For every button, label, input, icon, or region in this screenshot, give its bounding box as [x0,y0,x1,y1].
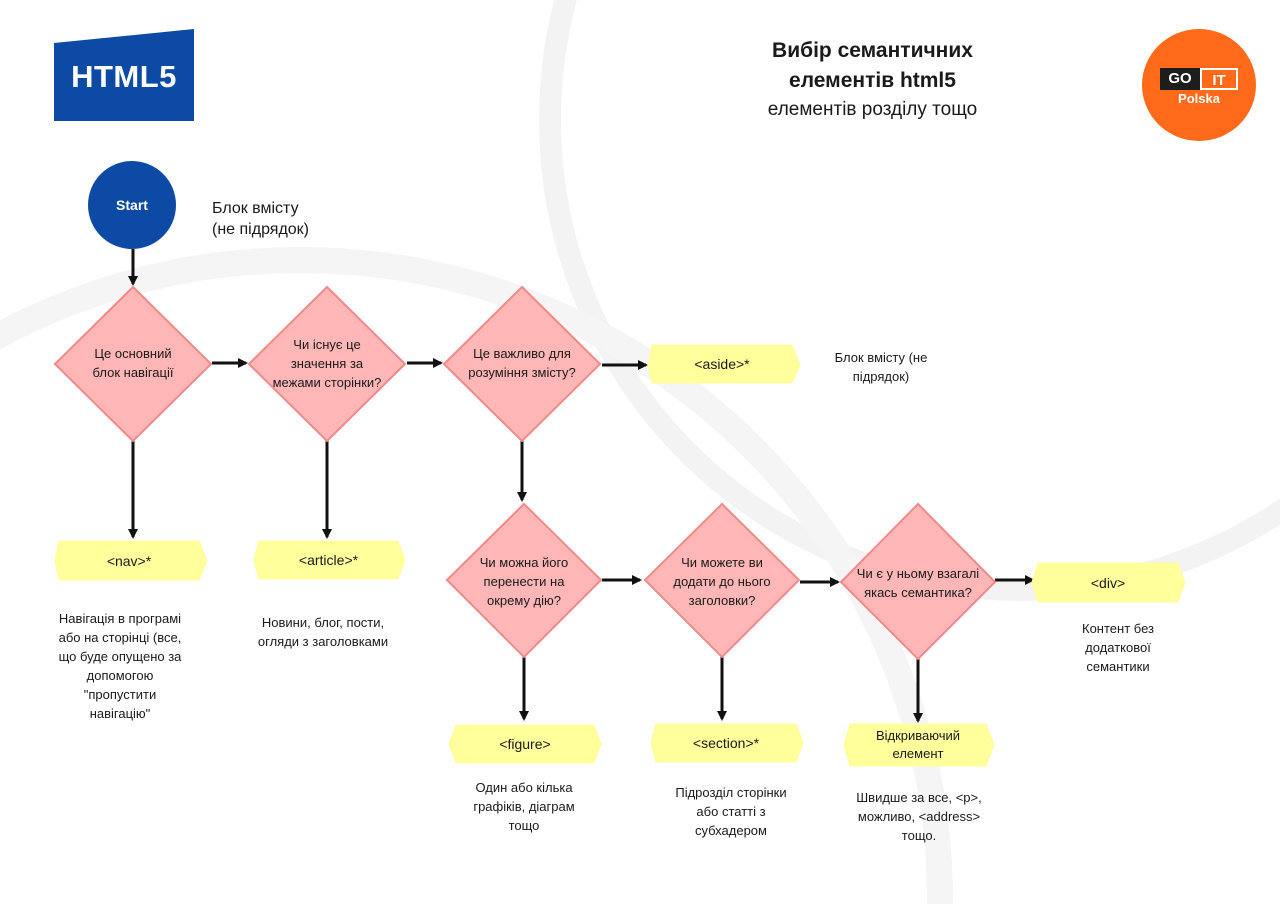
decision-main-navigation-label: Це основний блок навігації [92,346,174,380]
title-line-1: Вибір семантичних [772,39,973,62]
element-opening-label: Відкриваючий елемент [875,728,961,761]
element-opening-shape [843,723,995,767]
note-article: Новини, блог, пости, огляди з заголовкам… [257,615,389,649]
element-nav-label: <nav>* [106,552,152,569]
title-line-2: елементів html5 [789,69,956,92]
goit-logo-it: IT [1200,68,1238,90]
html5-logo: HTML5 [54,29,194,121]
page-title: Вибір семантичних елементів html5 елемен… [700,36,1045,124]
decision-movable-separately-label: Чи можна його перенести на окрему дію? [479,554,569,608]
decision-can-add-headings-label: Чи можете ви додати до нього заголовки? [673,554,771,608]
element-figure-shape [448,724,602,764]
element-section-label: <section>* [692,735,760,751]
note-nav: Навігація в програмі або на сторінці (вс… [58,611,182,721]
connectors [128,249,1035,723]
decision-can-add-headings [643,502,801,659]
element-figure-label: <figure> [499,736,551,752]
element-div-label: <div> [1090,574,1126,591]
element-article-shape [253,540,406,580]
decision-meaning-outside-page-label: Чи існує це значення за межами сторінки? [272,336,382,390]
goit-logo-polska: Polska [1178,91,1220,106]
note-opening: Швидше за все, <p>, можливо, <address> т… [856,790,982,843]
start-caption-line-1: Блок вмісту [212,200,299,217]
element-aside-label: <aside>* [694,356,750,372]
element-nav-shape [54,540,208,581]
element-aside-shape [647,344,801,384]
decision-has-semantics-label: Чи є у ньому взагалі якась семантика? [856,566,980,600]
decision-has-semantics [839,502,997,661]
element-article-label: <article>* [298,552,359,568]
goit-logo: GO IT Polska [1142,29,1256,141]
decision-important-for-content-label: Це важливо для розуміння змісту? [468,346,576,380]
element-section-shape [650,723,804,763]
goit-logo-go: GO [1160,68,1200,90]
decision-main-navigation [53,285,213,443]
note-figure: Один або кілька графіків, діаграм тощо [473,780,575,833]
decision-meaning-outside-page [247,285,407,443]
note-div: Контент без додаткової семантики [1082,621,1154,674]
decision-movable-separately [445,502,603,659]
html5-logo-text: HTML5 [71,59,177,94]
decision-important-for-content [442,285,602,443]
element-div-shape [1031,562,1186,603]
note-section: Підрозділ сторінки або статті з субхадер… [675,785,787,838]
start-node: Start [88,161,176,249]
start-caption-line-2: (не підрядок) [212,221,310,238]
start-caption: Блок вмісту (не підрядок) [212,198,309,240]
note-aside: Блок вмісту (не підрядок) [834,350,928,384]
title-subtitle: елементів розділу тощо [767,99,978,120]
